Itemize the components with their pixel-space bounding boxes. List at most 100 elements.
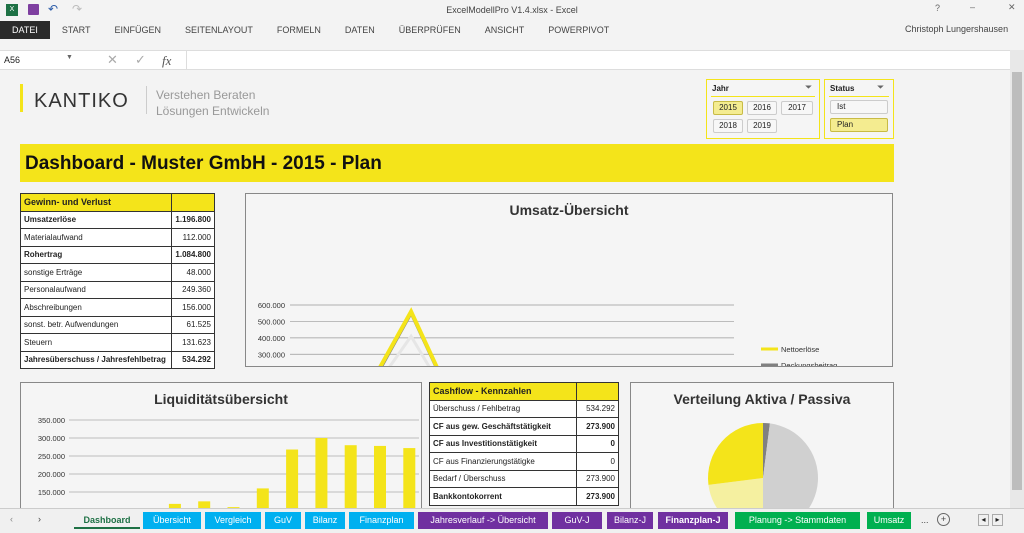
row-value[interactable]: 249.360 xyxy=(170,280,216,299)
row-value[interactable]: 273.900 xyxy=(575,417,620,436)
table-row: Jahresüberschuss / Jahresfehlbetrag 534.2… xyxy=(20,350,216,369)
row-value[interactable]: 534.292 xyxy=(575,399,620,418)
row-label[interactable]: Umsatzerlöse xyxy=(20,210,172,229)
ribbon-tab-powerpivot[interactable]: POWERPIVOT xyxy=(548,25,610,35)
aktiva-passiva-chart: Verteilung Aktiva / Passiva xyxy=(630,382,894,508)
row-value[interactable]: 112.000 xyxy=(170,228,216,247)
sheet-tab-guv-j[interactable]: GuV-J xyxy=(552,512,602,529)
clear-filter-icon[interactable]: ⏷ xyxy=(877,82,885,92)
slicer-item-2018[interactable]: 2018 xyxy=(713,119,743,133)
more-tabs[interactable]: ... xyxy=(921,515,929,525)
row-label[interactable]: Steuern xyxy=(20,333,172,352)
y-tick-label: 150.000 xyxy=(38,488,65,497)
ribbon-tab-daten[interactable]: DATEN xyxy=(344,25,375,35)
row-value[interactable]: 0 xyxy=(575,434,620,453)
table-row: Rohertrag 1.084.800 xyxy=(20,245,216,264)
add-sheet-icon[interactable]: + xyxy=(937,513,950,526)
row-label[interactable]: Jahresüberschuss / Jahresfehlbetrag xyxy=(20,350,172,369)
bar xyxy=(168,503,181,508)
row-value[interactable]: 131.623 xyxy=(170,333,216,352)
save-icon[interactable] xyxy=(28,4,39,15)
y-tick-label: 200.000 xyxy=(38,470,65,479)
slicer-item-ist[interactable]: Ist xyxy=(830,100,888,114)
slicer-status: Status ⏷ Ist Plan xyxy=(824,79,894,139)
bar xyxy=(403,448,416,508)
redo-icon[interactable]: ↷ xyxy=(72,2,83,16)
sheet-tab-finanzplan[interactable]: Finanzplan xyxy=(349,512,414,529)
row-value[interactable]: 273.900 xyxy=(575,487,620,506)
ribbon-tab-ansicht[interactable]: ANSICHT xyxy=(484,25,525,35)
close-button[interactable]: ✕ xyxy=(1008,2,1016,12)
row-label[interactable]: Bankkontokorrent xyxy=(429,487,577,506)
function-icon[interactable]: fx xyxy=(162,53,172,68)
row-label[interactable]: CF aus Investitionstätigkeit xyxy=(429,434,577,453)
row-label[interactable]: Abschreibungen xyxy=(20,298,172,317)
user-name[interactable]: Christoph Lungershausen xyxy=(905,24,1009,34)
cashflow-table: Cashflow - Kennzahlen Überschuss / Fehlbe… xyxy=(429,382,620,506)
row-value[interactable]: 0 xyxy=(575,452,620,471)
help-icon[interactable]: ? xyxy=(935,3,941,13)
clear-filter-icon[interactable]: ⏷ xyxy=(805,82,813,92)
minimize-button[interactable]: – xyxy=(970,2,976,12)
table-header-empty xyxy=(575,382,620,401)
tab-scroll-right-icon[interactable]: › xyxy=(38,514,41,524)
row-label[interactable]: CF aus gew. Geschäftstätigkeit xyxy=(429,417,577,436)
hscroll-right-icon[interactable]: ▸ xyxy=(992,514,1003,526)
sheet-tab-finanzplan-j[interactable]: Finanzplan-J xyxy=(658,512,728,529)
formula-input[interactable] xyxy=(186,51,1006,69)
row-value[interactable]: 1.084.800 xyxy=(170,245,216,264)
pie-chart-plot xyxy=(708,423,818,508)
row-label[interactable]: sonstige Erträge xyxy=(20,263,172,282)
sheet-tab-planung-stammdaten[interactable]: Planung -> Stammdaten xyxy=(735,512,860,529)
sheet-tab-vergleich[interactable]: Vergleich xyxy=(205,512,261,529)
ribbon-tab-überprüfen[interactable]: ÜBERPRÜFEN xyxy=(398,25,461,35)
slicer-item-2016[interactable]: 2016 xyxy=(747,101,777,115)
vertical-scrollbar[interactable] xyxy=(1010,50,1024,508)
sheet-tab-übersicht[interactable]: Übersicht xyxy=(143,512,201,529)
row-value[interactable]: 534.292 xyxy=(170,350,216,369)
chevron-down-icon[interactable]: ▼ xyxy=(66,54,73,61)
row-label[interactable]: Bedarf / Überschuss xyxy=(429,469,577,488)
slicer-item-2015[interactable]: 2015 xyxy=(713,101,743,115)
sheet-tab-dashboard[interactable]: Dashboard xyxy=(74,512,140,529)
bar xyxy=(256,488,269,508)
bar xyxy=(227,507,240,508)
row-value[interactable]: 156.000 xyxy=(170,298,216,317)
row-label[interactable]: Überschuss / Fehlbetrag xyxy=(429,399,577,418)
row-value[interactable]: 1.196.800 xyxy=(170,210,216,229)
legend-label: Deckungsbeitrag xyxy=(781,361,837,366)
row-label[interactable]: Rohertrag xyxy=(20,245,172,264)
ribbon-tab-formeln[interactable]: FORMELN xyxy=(276,25,321,35)
sheet-tab-jahresverlauf-übersicht[interactable]: Jahresverlauf -> Übersicht xyxy=(418,512,548,529)
sheet-tab-umsatz[interactable]: Umsatz xyxy=(867,512,911,529)
ribbon-tab-einfügen[interactable]: EINFÜGEN xyxy=(114,25,162,35)
sheet-tab-bilanz[interactable]: Bilanz xyxy=(305,512,345,529)
hscroll-left-icon[interactable]: ◂ xyxy=(978,514,989,526)
scrollbar-thumb[interactable] xyxy=(1012,72,1022,490)
sheet-tab-guv[interactable]: GuV xyxy=(265,512,301,529)
name-box[interactable]: A56 xyxy=(4,55,21,65)
undo-icon[interactable]: ↶ xyxy=(48,2,59,16)
row-value[interactable]: 273.900 xyxy=(575,469,620,488)
sheet-tab-bilanz-j[interactable]: Bilanz-J xyxy=(607,512,653,529)
confirm-icon[interactable]: ✓ xyxy=(135,52,146,67)
ribbon-tab-seitenlayout[interactable]: SEITENLAYOUT xyxy=(185,25,253,35)
y-tick-label: 350.000 xyxy=(38,416,65,425)
slicer-item-plan[interactable]: Plan xyxy=(830,118,888,132)
cancel-icon[interactable]: ✕ xyxy=(107,52,118,67)
row-value[interactable]: 48.000 xyxy=(170,263,216,282)
ribbon-tab-start[interactable]: START xyxy=(61,25,91,35)
ribbon-tab-datei[interactable]: DATEI xyxy=(0,21,50,39)
tab-scroll-left-icon[interactable]: ‹ xyxy=(10,514,13,524)
slicer-item-2019[interactable]: 2019 xyxy=(747,119,777,133)
series-line-2 xyxy=(388,333,431,366)
row-label[interactable]: Materialaufwand xyxy=(20,228,172,247)
row-label[interactable]: sonst. betr. Aufwendungen xyxy=(20,315,172,334)
slicer-item-2017[interactable]: 2017 xyxy=(781,101,813,115)
logo-tagline-2: Lösungen Entwickeln xyxy=(156,104,270,118)
liquiditaet-chart: Liquiditätsübersicht 350.000 300.000 250.0… xyxy=(20,382,422,508)
worksheet: KANTIKO Verstehen Beraten Lösungen Entwi… xyxy=(0,72,1010,508)
row-label[interactable]: Personalaufwand xyxy=(20,280,172,299)
row-label[interactable]: CF aus Finanzierungstätigke xyxy=(429,452,577,471)
row-value[interactable]: 61.525 xyxy=(170,315,216,334)
